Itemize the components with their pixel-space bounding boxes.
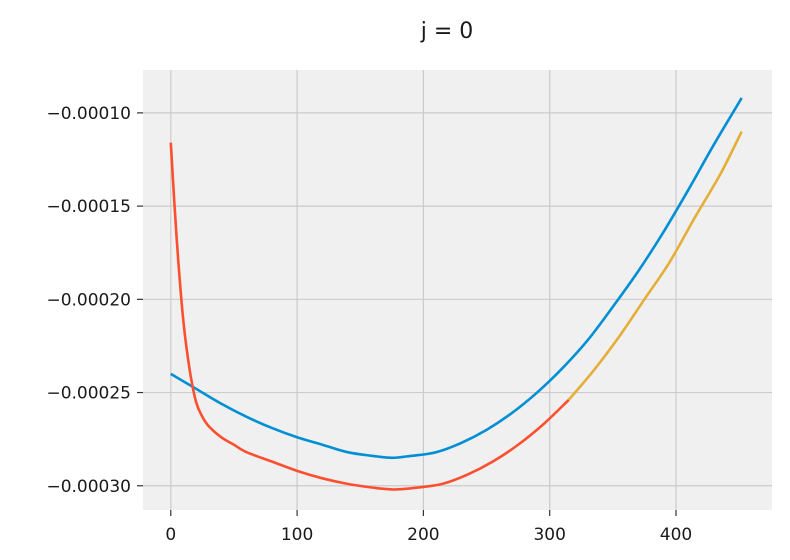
y-axis: −0.00010 −0.00015 −0.00020 −0.00025 −0.00030 <box>46 104 143 497</box>
x-tick-label: 400 <box>660 525 692 545</box>
y-tick-label: −0.00025 <box>46 384 131 404</box>
plot-area <box>143 70 772 510</box>
series-line-3 <box>567 130 743 401</box>
x-axis: 0 100 200 300 400 <box>165 510 692 545</box>
chart-title: j = 0 <box>420 19 474 44</box>
y-tick-label: −0.00010 <box>46 104 131 124</box>
grid-lines <box>143 70 772 510</box>
x-tick-label: 300 <box>533 525 565 545</box>
x-tick-label: 100 <box>281 525 313 545</box>
x-tick-label: 200 <box>407 525 439 545</box>
series-lines <box>169 97 743 491</box>
x-tick-label: 0 <box>165 525 176 545</box>
y-tick-label: −0.00020 <box>46 290 131 310</box>
series-line-2 <box>169 142 570 491</box>
y-tick-label: −0.00030 <box>46 477 131 497</box>
y-tick-label: −0.00015 <box>46 197 131 217</box>
series-line-1 <box>170 97 743 460</box>
